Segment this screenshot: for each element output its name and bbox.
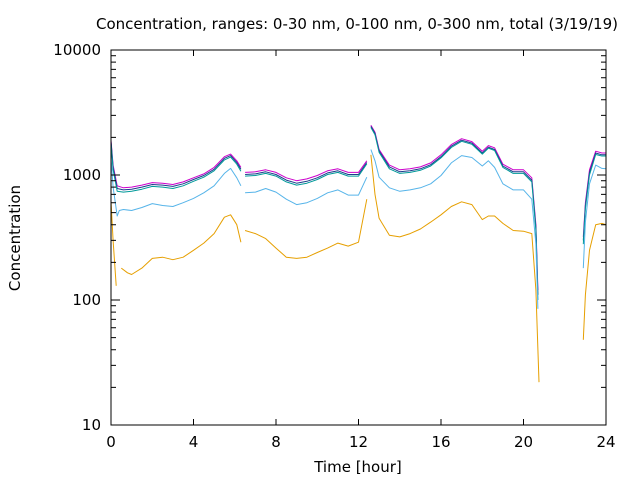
x-tick-label: 20: [514, 433, 533, 451]
series-4-line: [110, 156, 242, 217]
y-axis-ticks: 10 100 1000 10000: [53, 41, 606, 434]
x-tick-label: 0: [106, 433, 116, 451]
series-5-line: [370, 154, 540, 383]
series-5-line: [110, 200, 117, 286]
series-2-line: [245, 162, 368, 184]
series-1-line: [370, 125, 539, 291]
x-axis-label: Time [hour]: [313, 458, 402, 476]
series-3-line: [245, 163, 368, 186]
x-tick-label: 4: [189, 433, 199, 451]
series-4-line: [370, 149, 539, 309]
y-tick-label: 10: [82, 416, 101, 434]
y-tick-label: 100: [72, 291, 101, 309]
x-tick-label: 16: [431, 433, 450, 451]
series-4-line: [582, 164, 607, 269]
plot-series-group: [110, 125, 607, 383]
series-2-line: [370, 126, 539, 295]
x-tick-label: 8: [271, 433, 281, 451]
x-axis-ticks: 0 4 8 12 16 20 24: [106, 50, 616, 451]
chart-title: Concentration, ranges: 0-30 nm, 0-100 nm…: [96, 15, 618, 33]
series-2-line: [110, 141, 242, 191]
x-tick-label: 12: [349, 433, 368, 451]
series-5-line: [120, 214, 242, 275]
series-5-line: [582, 222, 607, 340]
series-4-line: [245, 176, 368, 206]
y-tick-label: 1000: [63, 166, 101, 184]
y-tick-label: 10000: [53, 41, 101, 59]
series-1-line: [245, 160, 368, 182]
y-axis-label: Concentration: [6, 185, 24, 291]
series-3-line: [582, 154, 606, 245]
series-3-line: [370, 127, 539, 301]
series-1-line: [110, 140, 242, 189]
x-tick-label: 24: [596, 433, 615, 451]
series-5-line: [244, 199, 368, 259]
series-3-line: [110, 143, 242, 193]
